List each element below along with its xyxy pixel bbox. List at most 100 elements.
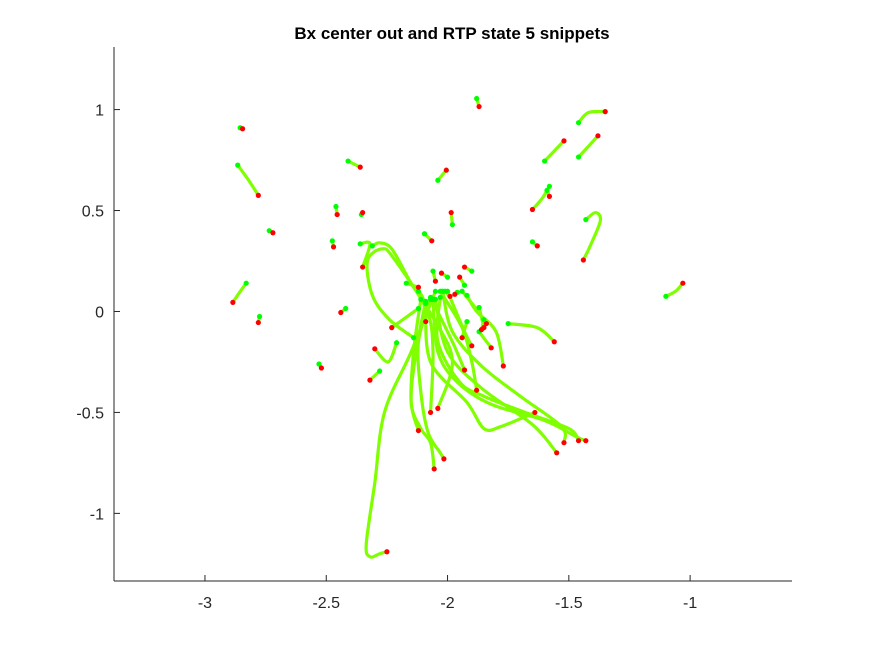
- x-tick-label: -1: [683, 595, 697, 612]
- start-point: [505, 320, 511, 327]
- end-point: [469, 343, 475, 349]
- start-point: [427, 294, 434, 300]
- end-point: [575, 438, 582, 444]
- start-point: [469, 268, 475, 274]
- end-point: [580, 257, 586, 263]
- end-point: [367, 377, 373, 383]
- trajectory-line: [416, 297, 446, 461]
- end-point: [338, 309, 344, 316]
- y-tick-label: 1: [95, 103, 104, 120]
- start-point: [415, 288, 422, 294]
- start-point: [343, 305, 349, 312]
- y-tick-label: 0.5: [82, 204, 104, 221]
- end-point: [448, 209, 454, 216]
- trajectory-line: [236, 163, 260, 197]
- start-point: [394, 340, 400, 346]
- start-point: [442, 288, 448, 294]
- start-point: [461, 282, 468, 288]
- end-point: [330, 244, 337, 250]
- end-point: [595, 133, 601, 139]
- start-point: [435, 177, 441, 183]
- end-point: [423, 318, 429, 325]
- trajectory-line: [576, 109, 607, 125]
- start-point: [421, 231, 428, 237]
- end-point: [452, 291, 458, 297]
- start-point: [377, 368, 383, 374]
- end-point: [461, 264, 468, 270]
- trajectory-line: [365, 247, 454, 410]
- end-point: [438, 270, 445, 276]
- end-point: [318, 365, 325, 371]
- start-point: [369, 243, 375, 249]
- end-point: [534, 243, 540, 249]
- start-point: [430, 268, 436, 274]
- end-point: [461, 367, 468, 373]
- end-point: [583, 438, 589, 444]
- y-tick-label: -1: [90, 506, 104, 523]
- end-point: [561, 138, 567, 144]
- start-point: [415, 305, 422, 312]
- trajectory-line: [231, 281, 248, 304]
- trajectory-line: [438, 289, 479, 392]
- start-point: [476, 304, 482, 311]
- end-point: [457, 274, 463, 280]
- start-point: [474, 95, 480, 102]
- y-tick-label: 0: [95, 304, 104, 321]
- end-point: [680, 280, 686, 286]
- trajectory-line: [424, 301, 537, 433]
- end-point: [500, 363, 506, 369]
- start-point: [432, 288, 439, 294]
- end-point: [546, 193, 553, 199]
- end-point: [443, 167, 449, 173]
- start-point: [357, 241, 363, 247]
- trajectory-line: [506, 321, 556, 344]
- trajectory-line: [364, 289, 438, 559]
- start-point: [423, 300, 429, 307]
- start-point: [583, 217, 589, 223]
- start-point: [329, 238, 335, 244]
- x-tick-label: -3: [198, 595, 212, 612]
- trajectory-line: [409, 297, 423, 433]
- trajectory-line: [477, 330, 493, 350]
- end-point: [554, 450, 560, 456]
- end-point: [334, 211, 340, 218]
- end-point: [357, 164, 363, 170]
- start-point: [333, 203, 339, 210]
- end-point: [427, 409, 434, 416]
- end-point: [360, 209, 366, 216]
- trajectory-line: [460, 319, 469, 340]
- axes: -3 -2.5 -2 -1.5 -1 -1 -0.5 0 0.5 1: [76, 47, 792, 612]
- trajectory-line: [428, 295, 467, 372]
- trajectory-line: [370, 241, 435, 415]
- end-point: [483, 320, 489, 327]
- end-point: [255, 192, 261, 198]
- start-point: [464, 318, 470, 325]
- start-point: [345, 158, 351, 164]
- start-point: [663, 293, 669, 299]
- start-point: [449, 222, 455, 228]
- start-point: [481, 316, 487, 323]
- end-point: [372, 346, 378, 352]
- end-point: [435, 405, 441, 411]
- start-point: [235, 162, 241, 168]
- end-point: [474, 387, 480, 393]
- end-point: [602, 109, 608, 115]
- trajectory-line: [542, 139, 566, 163]
- end-point: [415, 427, 422, 434]
- end-point: [551, 339, 557, 345]
- x-tick-label: -2.5: [312, 595, 340, 612]
- start-point: [444, 274, 451, 280]
- end-point: [447, 293, 453, 299]
- trajectory-line: [358, 240, 372, 269]
- trajectory-line: [373, 341, 399, 364]
- end-point: [476, 103, 482, 110]
- end-point: [415, 284, 422, 290]
- start-point: [546, 183, 553, 189]
- start-point: [437, 294, 443, 300]
- end-point: [270, 230, 276, 236]
- start-point: [575, 120, 582, 126]
- start-point: [529, 239, 536, 245]
- end-point: [432, 278, 439, 284]
- end-point: [389, 325, 395, 331]
